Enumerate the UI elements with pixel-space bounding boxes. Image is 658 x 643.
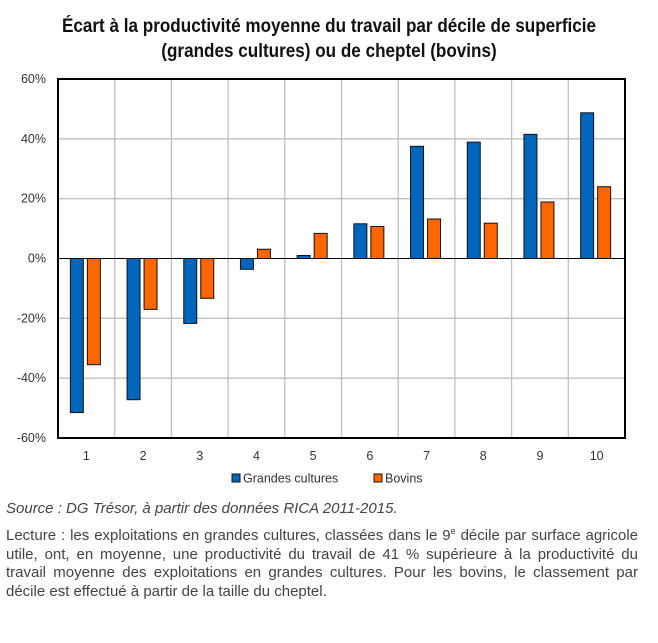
y-tick-label: 0% xyxy=(28,252,46,266)
x-tick-label: 7 xyxy=(423,449,430,463)
reading-text-1: Lecture : les exploitations en grandes c… xyxy=(6,527,451,544)
bar-bovins xyxy=(427,218,442,259)
bar-grandes-cultures xyxy=(523,133,538,260)
x-tick-label: 4 xyxy=(253,449,260,463)
legend-label: Bovins xyxy=(385,472,423,486)
bar-bovins xyxy=(313,232,328,259)
bar-grandes-cultures xyxy=(466,141,481,259)
bar-grandes-cultures xyxy=(69,258,84,414)
y-tick-label: 20% xyxy=(21,192,46,206)
bar-bovins xyxy=(540,201,555,260)
bar-bovins xyxy=(370,225,385,259)
x-tick-label: 8 xyxy=(480,449,487,463)
bar-grandes-cultures xyxy=(410,145,425,259)
x-tick-label: 2 xyxy=(140,449,147,463)
x-tick-label: 3 xyxy=(196,449,203,463)
bar-bovins xyxy=(86,258,101,366)
reading-note: Lecture : les exploitations en grandes c… xyxy=(6,522,638,601)
reading-sup: e xyxy=(450,526,456,536)
chart-title-line1: Écart à la productivité moyenne du trava… xyxy=(61,16,597,37)
bar-bovins xyxy=(143,258,158,310)
bar-grandes-cultures xyxy=(183,258,198,324)
chart-title: Écart à la productivité moyenne du trava… xyxy=(33,14,625,64)
x-tick-label: 6 xyxy=(366,449,373,463)
legend-swatch-grandes-cultures xyxy=(231,473,241,483)
x-tick-label: 1 xyxy=(83,449,90,463)
source-note: Source : DG Trésor, à partir des données… xyxy=(6,500,398,517)
plot-frame xyxy=(57,78,626,439)
bar-chart: 60% 40% 20% 0% -20% -40% -60% 1 2 3 4 5 6 7 8 9 10 Grande… xyxy=(17,72,626,486)
chart-title-line2: (grandes cultures) ou de cheptel (bovins… xyxy=(161,41,497,62)
bar-grandes-cultures xyxy=(239,258,254,270)
bar-bovins xyxy=(597,186,612,259)
bar-grandes-cultures xyxy=(580,112,595,259)
bar-bovins xyxy=(256,248,271,259)
legend-swatch-bovins xyxy=(373,473,383,483)
legend-label: Grandes cultures xyxy=(243,472,338,486)
y-tick-label: 40% xyxy=(21,132,46,146)
y-tick-label: -60% xyxy=(17,431,46,445)
bar-grandes-cultures xyxy=(353,223,368,259)
bar-grandes-cultures xyxy=(126,258,141,401)
x-tick-label: 10 xyxy=(590,449,604,463)
bar-bovins xyxy=(483,222,498,259)
y-tick-label: 60% xyxy=(21,72,46,86)
y-tick-label: -40% xyxy=(17,371,46,385)
y-tick-label: -20% xyxy=(17,311,46,325)
bar-grandes-cultures xyxy=(296,255,311,259)
reading-text-2: décile par surface agricole utile, ont, … xyxy=(6,527,639,600)
x-tick-label: 9 xyxy=(536,449,543,463)
bar-bovins xyxy=(200,258,215,299)
x-tick-label: 5 xyxy=(310,449,317,463)
